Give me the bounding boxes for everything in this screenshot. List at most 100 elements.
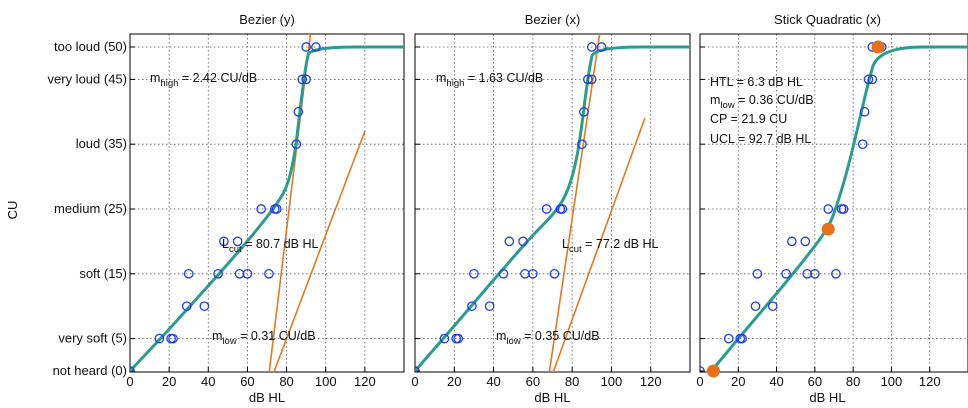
data-point [293,106,304,117]
y-axis-label: CU [5,201,20,220]
x-tick-label: 100 [601,374,623,389]
key-point [706,364,720,378]
y-tick-label: soft (15) [79,266,127,281]
data-point [130,366,135,372]
data-point [453,333,464,344]
fit-curve [130,45,404,372]
y-tick-label: very soft (5) [58,331,127,346]
x-tick-label: 20 [162,374,176,389]
data-point [737,333,747,344]
data-point [800,236,811,247]
x-tick-label: 80 [279,374,293,389]
data-point [859,106,870,117]
x-tick-label: 80 [846,374,860,389]
data-point [577,139,587,150]
annotation-text: Lcut = 80.7 dB HL [222,237,318,255]
data-point [498,268,509,279]
y-tick-label: medium (25) [54,201,127,216]
chart-title: Bezier (x) [525,12,581,27]
data-point [199,301,210,312]
data-point [168,333,178,344]
annotation-text: mhigh = 1.63 CU/dB [436,71,543,89]
x-tick-label: 0 [126,374,133,389]
x-tick-label: 60 [240,374,254,389]
annotation-text: HTL = 6.3 dB HL [710,75,803,89]
data-point [752,268,763,279]
chart-title: Stick Quadratic (x) [774,12,881,27]
fit-curve [710,45,968,372]
data-point [579,106,589,117]
plot-frame [129,33,405,373]
x-axis-label: dB HL [534,390,570,405]
x-tick-label: 20 [731,374,745,389]
data-point [767,301,778,312]
x-tick-label: 120 [354,374,376,389]
data-point [213,268,223,279]
data-point [586,74,597,85]
data-point [183,268,194,279]
chart-panel-1: 0 20 40 60 80 100 120 not heard (0) very soft (5… [48,12,405,405]
chart-panel-3: 0 20 40 60 80 100 120 Stick Quadratic (x) dB HL H… [696,12,968,405]
annotation-text: CP = 21.9 CU [710,112,787,126]
x-tick-label: 120 [919,374,941,389]
data-point [586,42,597,52]
data-point [857,139,868,150]
annotation-text: Lcut = 77.2 dB HL [562,237,658,255]
data-point [439,333,450,344]
x-tick-label: 20 [447,374,461,389]
x-tick-label: 100 [315,374,337,389]
data-point [469,268,479,279]
data-point [557,204,568,214]
chart-panel-2: 0 20 40 60 80 100 120 Bezier (x) dB HL mhigh = 1.… [411,12,691,405]
data-point [723,333,734,344]
data-point [831,268,841,279]
plot-area [130,34,404,372]
tangent-line [548,34,601,372]
x-tick-label: 60 [808,374,822,389]
y-tick-label: very loud (45) [48,71,127,86]
tangent-line [552,118,646,372]
data-point [541,204,552,214]
data-point [311,42,321,52]
plot-area [415,34,690,372]
data-point [297,74,308,85]
data-point [528,268,538,279]
x-axis-label: dB HL [809,390,845,405]
annotation-text: mlow = 0.31 CU/dB [212,329,316,347]
x-tick-label: 0 [411,374,418,389]
data-point [823,204,834,214]
data-point [700,366,705,372]
data-point [787,236,797,247]
data-point [484,301,495,312]
y-tick-label: not heard (0) [53,363,127,378]
data-point [504,236,515,247]
data-point [863,74,874,85]
x-tick-label: 60 [526,374,540,389]
key-point [871,40,885,54]
annotation-text: mlow = 0.35 CU/dB [496,329,600,347]
tangent-line [273,130,366,372]
x-axis-label: dB HL [249,390,285,405]
x-tick-label: 100 [881,374,903,389]
data-point [781,268,791,279]
data-point [467,301,477,312]
data-point [271,204,282,214]
x-tick-label: 0 [696,374,703,389]
x-tick-label: 120 [640,374,662,389]
data-point [838,204,849,214]
data-point [291,139,302,150]
data-point [264,268,274,279]
data-point [219,236,229,247]
data-point [415,366,420,372]
data-point [154,333,165,344]
annotation-text: mhigh = 2.42 CU/dB [150,71,257,89]
x-tick-label: 80 [565,374,579,389]
plot-frame [699,33,968,373]
data-point [596,42,607,52]
x-tick-label: 40 [769,374,783,389]
data-point [181,301,192,312]
data-point [518,236,528,247]
data-point [256,204,266,214]
chart-title: Bezier (y) [239,12,295,27]
annotation-text: mlow = 0.36 CU/dB [710,93,814,111]
